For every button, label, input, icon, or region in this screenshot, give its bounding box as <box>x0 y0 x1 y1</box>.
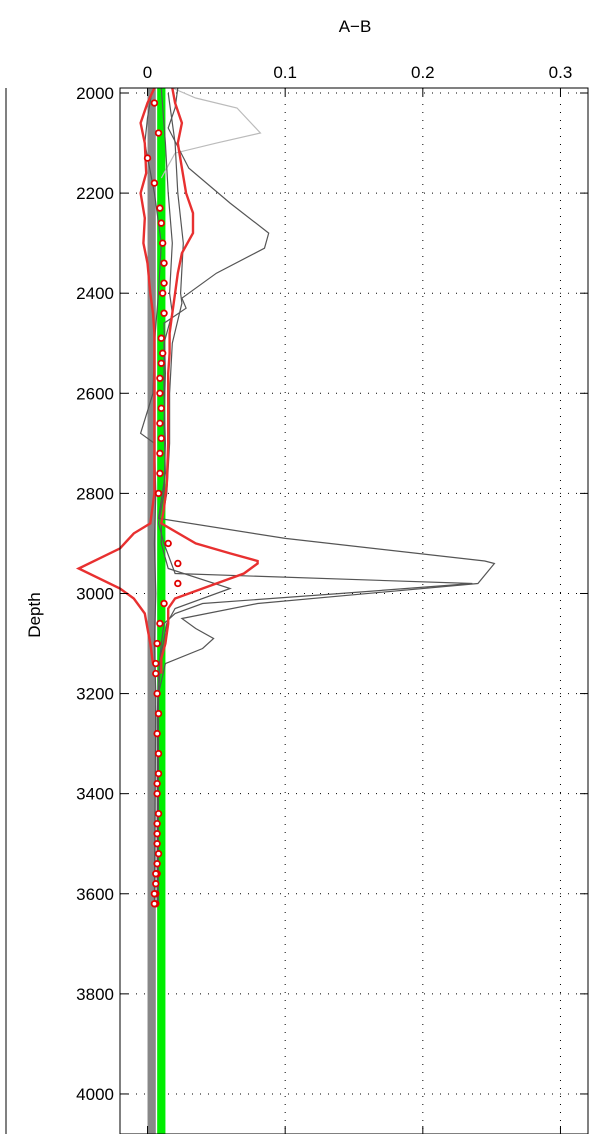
x-tick-label: 0.1 <box>273 63 297 82</box>
mean-point <box>150 890 159 898</box>
ticks: 0 0.1 0.2 0.3 2000 2200 2400 2600 2800 3000 3200 34… <box>76 63 588 1134</box>
mean-points <box>143 99 182 908</box>
bound-line <box>159 87 259 674</box>
y-tick-label: 3400 <box>76 785 114 804</box>
mean-point <box>160 259 168 267</box>
y-axis-label: Depth <box>25 592 44 637</box>
mean-point <box>153 830 161 838</box>
mean-point <box>157 219 165 227</box>
mean-point <box>160 309 168 317</box>
bound-line <box>75 87 156 664</box>
mean-point <box>154 850 163 858</box>
x-tick-label: 0.2 <box>411 63 435 82</box>
x-tick-label: 0 <box>143 63 152 82</box>
mean-point <box>157 334 165 342</box>
mean-point <box>152 669 160 678</box>
mean-point <box>153 729 161 738</box>
mean-point <box>152 880 160 888</box>
mean-point <box>156 619 164 628</box>
mean-point <box>157 404 165 413</box>
mean-point <box>153 689 161 698</box>
mean-point <box>154 129 163 137</box>
mean-point <box>154 769 163 778</box>
mean-point <box>156 419 164 428</box>
mean-point <box>156 204 164 212</box>
mean-point <box>150 99 159 107</box>
mean-point <box>160 599 168 608</box>
mean-point <box>154 749 163 758</box>
mean-point <box>174 559 182 568</box>
y-tick-label: 3200 <box>76 685 114 704</box>
mean-point <box>143 154 152 162</box>
y-tick-label: 2000 <box>76 84 114 103</box>
mean-point <box>153 840 161 848</box>
mean-point <box>156 449 164 458</box>
mean-point <box>158 349 167 357</box>
mean-point <box>160 279 168 287</box>
individual-line <box>139 92 162 904</box>
y-tick-label: 2400 <box>76 284 114 303</box>
vertical-band <box>157 88 166 1134</box>
mean-point <box>154 809 163 818</box>
bound-lines <box>75 87 259 674</box>
mean-point <box>157 359 165 367</box>
x-tick-label: 0.3 <box>549 63 573 82</box>
mean-point <box>153 860 161 868</box>
mean-point <box>158 239 167 247</box>
mean-point <box>156 389 164 397</box>
mean-point <box>150 900 159 908</box>
mean-point <box>153 789 161 798</box>
mean-point <box>156 374 164 382</box>
chart-title: A−B <box>339 17 372 36</box>
y-tick-label: 3000 <box>76 584 114 603</box>
y-tick-label: 3600 <box>76 885 114 904</box>
mean-point <box>157 434 165 443</box>
vertical-band <box>147 88 156 1134</box>
mean-point <box>152 870 160 878</box>
y-tick-label: 3800 <box>76 985 114 1004</box>
mean-point <box>156 469 164 478</box>
mean-point <box>150 179 159 187</box>
mean-point <box>153 779 161 788</box>
mean-point <box>152 659 160 668</box>
y-tick-label: 2800 <box>76 484 114 503</box>
mean-point <box>174 579 182 588</box>
axes-frame <box>119 87 589 1134</box>
vertical-bands <box>147 88 166 1134</box>
mean-point <box>164 539 172 548</box>
y-tick-label: 4000 <box>76 1085 114 1104</box>
mean-point <box>153 639 161 648</box>
mean-point <box>158 289 167 297</box>
mean-point <box>153 820 161 828</box>
y-tick-label: 2600 <box>76 384 114 403</box>
individual-line <box>157 87 496 904</box>
y-tick-label: 2200 <box>76 184 114 203</box>
mean-point <box>154 709 163 718</box>
mean-point <box>154 489 163 498</box>
